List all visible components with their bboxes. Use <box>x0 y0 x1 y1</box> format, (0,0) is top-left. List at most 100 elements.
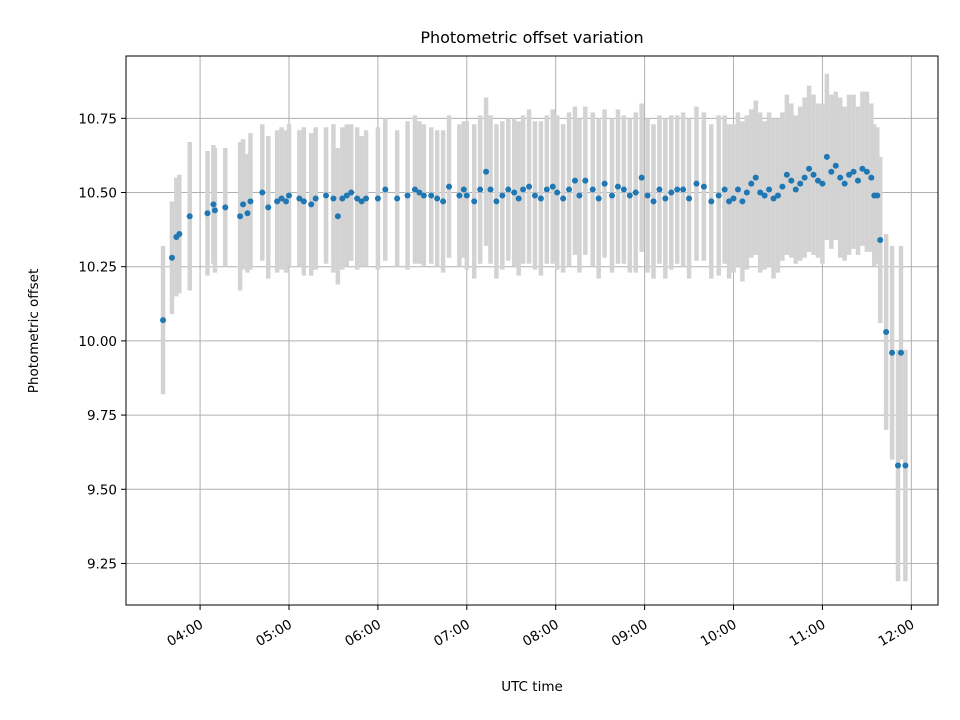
data-point <box>770 195 777 202</box>
data-point <box>650 198 657 205</box>
data-point <box>363 195 370 202</box>
data-point <box>176 231 183 238</box>
data-point <box>854 177 861 184</box>
y-tick-label: 9.75 <box>87 408 117 424</box>
data-point <box>806 165 813 172</box>
data-point <box>730 195 737 202</box>
data-point <box>382 186 389 193</box>
data-point <box>868 174 875 181</box>
data-point <box>797 180 804 187</box>
data-point <box>440 198 447 205</box>
data-point <box>463 192 470 199</box>
data-points <box>160 153 909 469</box>
data-point <box>554 189 561 196</box>
y-tick-label: 10.25 <box>78 260 117 276</box>
data-point <box>889 349 896 356</box>
data-point <box>334 213 341 220</box>
data-point <box>656 186 663 193</box>
data-point <box>582 177 589 184</box>
data-point <box>312 195 319 202</box>
data-point <box>757 189 764 196</box>
data-point <box>874 192 881 199</box>
data-point <box>739 198 746 205</box>
data-point <box>348 189 355 196</box>
data-point <box>460 186 467 193</box>
data-point <box>339 195 346 202</box>
data-point <box>726 198 733 205</box>
data-point <box>308 201 315 208</box>
data-point <box>752 174 759 181</box>
data-point <box>766 186 773 193</box>
data-point <box>537 195 544 202</box>
data-point <box>394 195 401 202</box>
data-point <box>160 317 167 324</box>
data-point <box>499 192 506 199</box>
data-point <box>810 171 817 178</box>
data-point <box>644 192 651 199</box>
data-point <box>721 186 728 193</box>
data-point <box>680 186 687 193</box>
data-point <box>823 153 830 160</box>
data-point <box>244 210 251 217</box>
data-point <box>877 236 884 243</box>
data-point <box>783 171 790 178</box>
data-point <box>662 195 669 202</box>
data-point <box>428 192 435 199</box>
data-point <box>700 183 707 190</box>
data-point <box>894 462 901 469</box>
data-point <box>674 186 681 193</box>
y-axis-label: Photometric offset <box>26 269 42 393</box>
data-point <box>571 177 578 184</box>
data-point <box>801 174 808 181</box>
data-point <box>560 195 567 202</box>
data-point <box>632 189 639 196</box>
data-point <box>420 192 427 199</box>
y-tick-label: 9.50 <box>87 482 117 498</box>
data-point <box>283 198 290 205</box>
data-point <box>837 174 844 181</box>
data-point <box>576 192 583 199</box>
data-point <box>511 189 518 196</box>
data-point <box>708 198 715 205</box>
y-tick-label: 9.25 <box>87 556 117 572</box>
data-point <box>515 195 522 202</box>
data-point <box>411 186 418 193</box>
data-point <box>296 195 303 202</box>
data-point <box>883 328 890 335</box>
data-point <box>168 254 175 261</box>
data-point <box>668 189 675 196</box>
data-point <box>863 168 870 175</box>
data-point <box>520 186 527 193</box>
data-point <box>846 171 853 178</box>
data-point <box>222 204 229 211</box>
data-point <box>259 189 266 196</box>
data-point <box>897 349 904 356</box>
data-point <box>374 195 381 202</box>
x-axis-label: UTC time <box>501 679 563 695</box>
data-point <box>734 186 741 193</box>
data-point <box>743 189 750 196</box>
data-point <box>446 183 453 190</box>
data-point <box>186 213 193 220</box>
y-tick-label: 10.00 <box>78 334 117 350</box>
data-point <box>595 195 602 202</box>
data-point <box>247 198 254 205</box>
data-point <box>404 192 411 199</box>
y-tick-label: 10.75 <box>78 111 117 127</box>
data-point <box>543 186 550 193</box>
data-point <box>626 192 633 199</box>
data-point <box>240 201 247 208</box>
data-point <box>354 195 361 202</box>
data-point <box>788 177 795 184</box>
data-point <box>274 198 281 205</box>
data-point <box>601 180 608 187</box>
data-point <box>902 462 909 469</box>
data-point <box>841 180 848 187</box>
data-point <box>330 195 337 202</box>
data-point <box>792 186 799 193</box>
data-point <box>693 180 700 187</box>
data-point <box>358 198 365 205</box>
data-point <box>814 177 821 184</box>
data-point <box>638 174 645 181</box>
data-point <box>210 201 217 208</box>
